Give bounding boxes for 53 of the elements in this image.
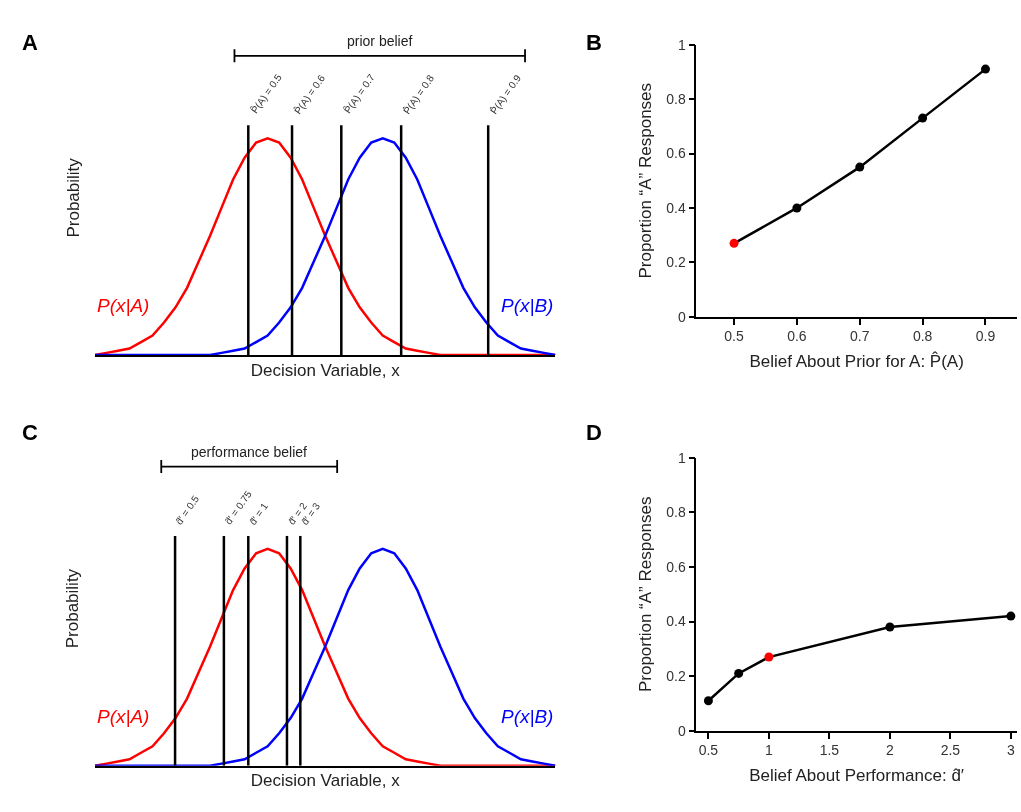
point xyxy=(855,162,865,172)
y-tick-label: 0.2 xyxy=(666,254,686,271)
y-axis-title: Proportion “A” Responses xyxy=(636,496,656,693)
y-tick-label: 0.6 xyxy=(666,558,686,575)
chart-title: B xyxy=(586,30,602,55)
point xyxy=(703,696,713,706)
point xyxy=(792,203,802,213)
y-tick-label: 0.4 xyxy=(666,613,686,630)
y-tick-label: 0.8 xyxy=(666,90,686,107)
text: d̂′ = 1 xyxy=(247,500,271,527)
text: d̂′ = 0.5 xyxy=(173,493,202,527)
point xyxy=(918,113,928,123)
y-tick-label: 0.6 xyxy=(666,145,686,162)
point xyxy=(980,64,990,74)
y-tick-label: 0 xyxy=(677,308,686,325)
x-axis-title: Decision Variable, x xyxy=(250,771,401,791)
x-tick-label: 0.6 xyxy=(787,328,807,345)
point xyxy=(734,668,744,678)
x-axis-title: Belief About Prior for A: P̂(A) xyxy=(749,351,964,372)
y-axis-title: Proportion “A” Responses xyxy=(636,82,656,279)
x-tick-label: 0.8 xyxy=(912,328,933,345)
series-label: P(x|B) xyxy=(501,706,554,727)
series-label: P(x|B) xyxy=(501,295,554,316)
y-tick-label: 1 xyxy=(677,36,686,53)
point xyxy=(885,622,895,632)
x-axis-title: Decision Variable, x xyxy=(250,360,401,380)
point xyxy=(1006,611,1016,621)
point xyxy=(729,238,739,248)
x-tick-label: 1.5 xyxy=(819,742,840,759)
x-tick-label: 0.7 xyxy=(850,328,870,345)
text: performance belief xyxy=(191,444,308,460)
y-tick-label: 1 xyxy=(677,449,686,466)
x-tick-label: 1 xyxy=(765,742,774,759)
series-label: P(x|A) xyxy=(97,295,150,316)
point xyxy=(764,652,774,662)
y-tick-label: 0 xyxy=(677,722,686,739)
y-tick-label: 0.8 xyxy=(666,504,686,521)
text: prior belief xyxy=(347,33,413,49)
chart-title: C xyxy=(22,420,38,445)
x-axis-title: Belief About Performance: d̂′ xyxy=(749,766,965,786)
x-tick-label: 0.5 xyxy=(724,328,744,345)
x-tick-label: 0.5 xyxy=(698,742,719,759)
y-tick-label: 0.4 xyxy=(666,199,686,216)
x-tick-label: 2.5 xyxy=(940,742,961,759)
x-tick-label: 0.9 xyxy=(975,328,996,345)
chart-title: D xyxy=(586,420,602,445)
x-tick-label: 2 xyxy=(885,742,894,759)
y-axis-title: Probability xyxy=(63,157,83,238)
chart-title: A xyxy=(22,30,38,55)
y-axis-title: Probability xyxy=(63,568,83,649)
series-label: P(x|A) xyxy=(97,706,150,727)
y-tick-label: 0.2 xyxy=(666,668,686,685)
x-tick-label: 3 xyxy=(1006,742,1015,759)
